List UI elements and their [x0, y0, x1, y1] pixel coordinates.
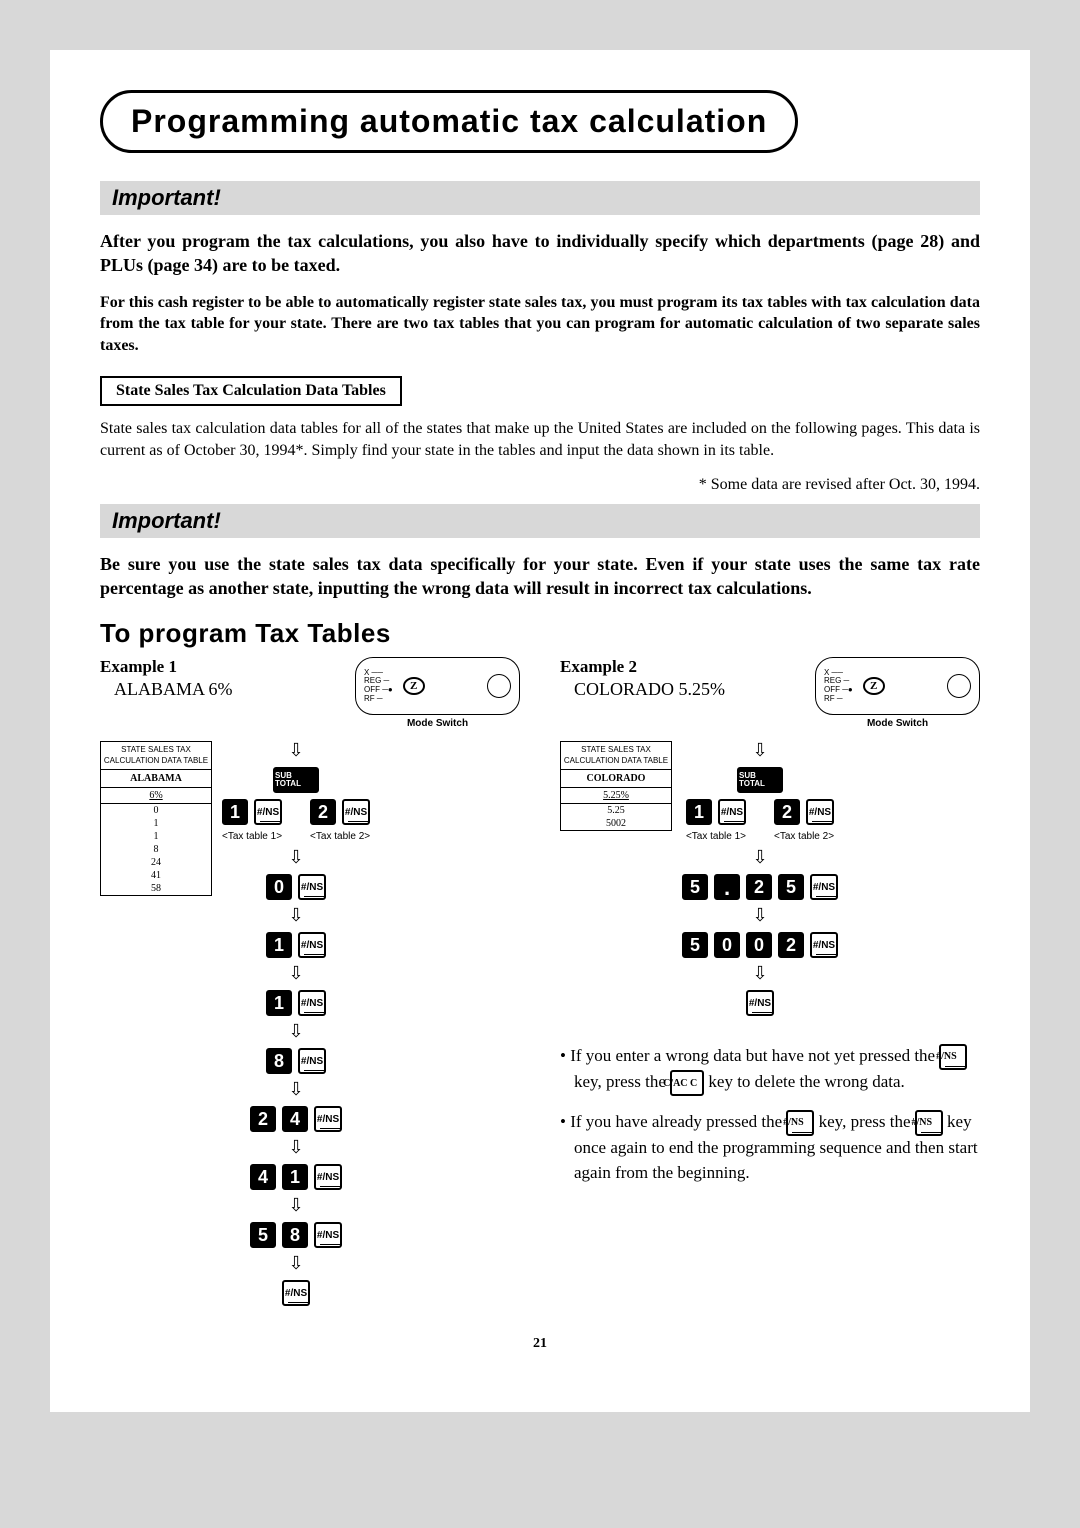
to-program-heading: To program Tax Tables	[100, 618, 980, 649]
page-number: 21	[100, 1336, 980, 1352]
intro-paragraph-1: After you program the tax calculations, …	[100, 229, 980, 278]
z-position: Z	[403, 677, 425, 695]
important-heading-1: Important!	[100, 181, 980, 215]
page-title: Programming automatic tax calculation	[100, 90, 798, 153]
tax-table-1-label: <Tax table 1>	[222, 831, 282, 842]
example-2: Example 2 COLORADO 5.25% X ── REG ─ OFF …	[560, 657, 980, 1306]
revision-note: * Some data are revised after Oct. 30, 1…	[100, 476, 980, 494]
table-state: ALABAMA	[101, 770, 211, 788]
data-tables-box-title: State Sales Tax Calculation Data Tables	[100, 376, 402, 406]
example-2-subtitle: COLORADO 5.25%	[574, 679, 801, 700]
hash-ns-key: #/NS	[282, 1280, 310, 1306]
mode-switch-2: X ── REG ─ OFF ─● RF ─ Z Mode Switch	[815, 657, 980, 729]
manual-page: Programming automatic tax calculation Im…	[50, 50, 1030, 1412]
down-arrow-icon	[289, 741, 304, 761]
hash-ns-key: #/NS	[254, 799, 282, 825]
example-1: Example 1 ALABAMA 6% X ── REG ─ OFF ─● R…	[100, 657, 520, 1306]
table-rate: 6%	[101, 788, 211, 804]
example-2-title: Example 2	[560, 657, 801, 677]
colorado-data-table: STATE SALES TAX CALCULATION DATA TABLE C…	[560, 741, 672, 831]
error-correction-notes: • If you enter a wrong data but have not…	[560, 1044, 980, 1186]
examples-row: Example 1 ALABAMA 6% X ── REG ─ OFF ─● R…	[100, 657, 980, 1306]
digit-key: 1	[222, 799, 248, 825]
example-1-title: Example 1	[100, 657, 341, 677]
mode-switch-caption-1: Mode Switch	[355, 718, 520, 729]
table-header: STATE SALES TAX CALCULATION DATA TABLE	[101, 742, 211, 770]
para-3: State sales tax calculation data tables …	[100, 418, 980, 461]
para-4: Be sure you use the state sales tax data…	[100, 552, 980, 601]
sequence-1: SUB TOTAL 1 #/NS 2 #/NS <Tax table 1> <T…	[222, 741, 370, 1306]
example-1-subtitle: ALABAMA 6%	[114, 679, 341, 700]
digit-key: 2	[310, 799, 336, 825]
sequence-2: SUB TOTAL 1 #/NS 2 #/NS <Tax table 1> <T…	[682, 741, 838, 1016]
alabama-data-table: STATE SALES TAX CALCULATION DATA TABLE A…	[100, 741, 212, 896]
important-heading-2: Important!	[100, 504, 980, 538]
cac-key: C/AC C	[670, 1070, 704, 1096]
tax-table-2-label: <Tax table 2>	[310, 831, 370, 842]
hash-ns-key: #/NS	[342, 799, 370, 825]
intro-paragraph-2: For this cash register to be able to aut…	[100, 292, 980, 357]
subtotal-key: SUB TOTAL	[273, 767, 319, 793]
mode-switch-1: X ── REG ─ OFF ─● RF ─ Z Mode Switch	[355, 657, 520, 729]
